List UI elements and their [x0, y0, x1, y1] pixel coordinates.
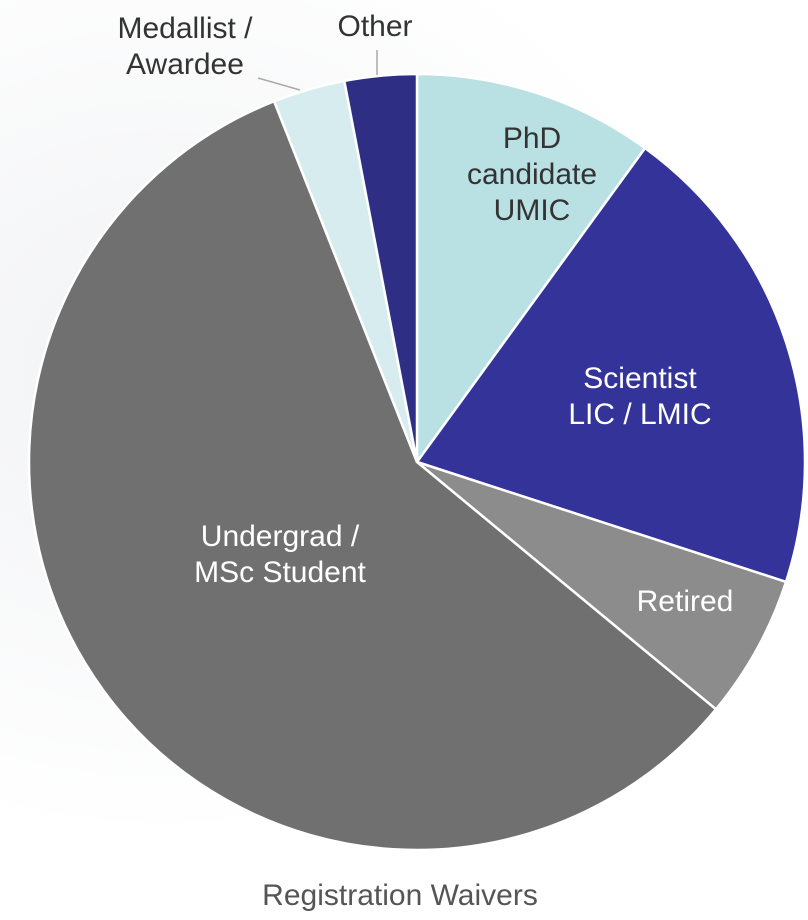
pie-slice — [416, 460, 788, 712]
slice-label: Retired — [636, 585, 734, 618]
pie-slice — [415, 72, 647, 466]
slice-label: Scientist LIC / LMIC — [568, 362, 712, 431]
chart-title: Registration Waivers — [262, 879, 538, 912]
slice-label: PhD candidate UMIC — [466, 122, 598, 227]
pie-slice — [414, 146, 807, 584]
slice-label: Undergrad / MSc Student — [194, 520, 366, 589]
slice-label: Other — [337, 10, 413, 43]
pie-slice — [342, 72, 419, 463]
leader-line — [257, 77, 301, 91]
slice-label: Medallist / Awardee — [117, 12, 253, 81]
pie-slice — [27, 99, 718, 852]
